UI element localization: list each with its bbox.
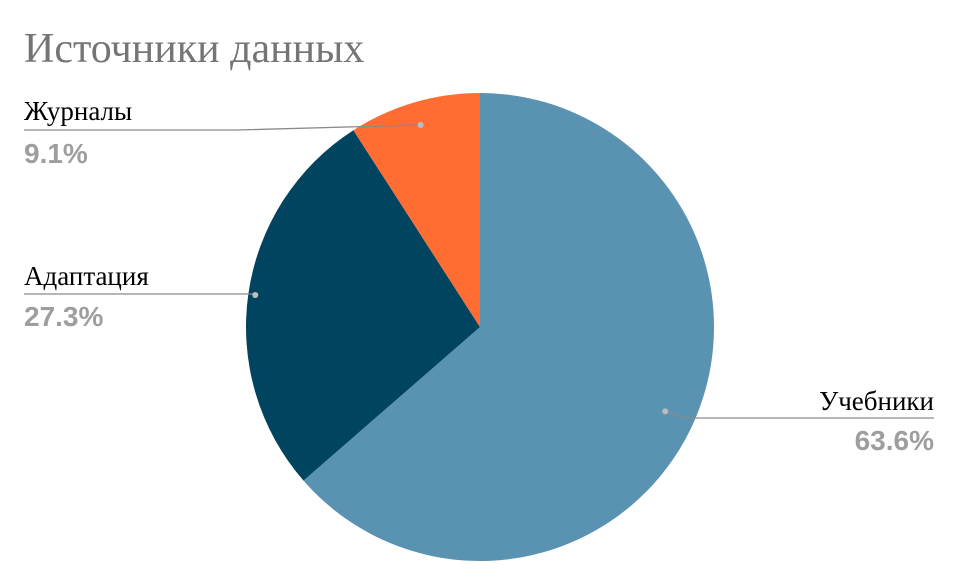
slice-category-label: Учебники	[819, 386, 934, 416]
slice-percent-label: 63.6%	[855, 425, 934, 456]
leader-dot-2	[252, 292, 259, 299]
slice-category-label: Журналы	[24, 96, 132, 126]
slice-category-label: Адаптация	[24, 261, 149, 291]
pie-slice-1	[303, 93, 715, 561]
leader-dot-1	[662, 408, 669, 415]
leader-line-1	[665, 410, 934, 419]
slice-percent-label: 9.1%	[24, 138, 88, 169]
leader-dot-3	[417, 121, 424, 128]
slice-labels: Учебники 63.6% Адаптация 27.3% Журналы 9.1%	[24, 96, 934, 456]
leader-line-3	[24, 124, 421, 131]
leader-line-2	[24, 293, 259, 296]
chart-title: Источники данных	[24, 26, 364, 72]
slice-percent-label: 27.3%	[24, 301, 103, 332]
leader-lines	[24, 121, 934, 419]
pie-slice-2	[246, 130, 480, 481]
pie-slices	[246, 93, 715, 561]
pie-slice-3	[353, 93, 480, 327]
